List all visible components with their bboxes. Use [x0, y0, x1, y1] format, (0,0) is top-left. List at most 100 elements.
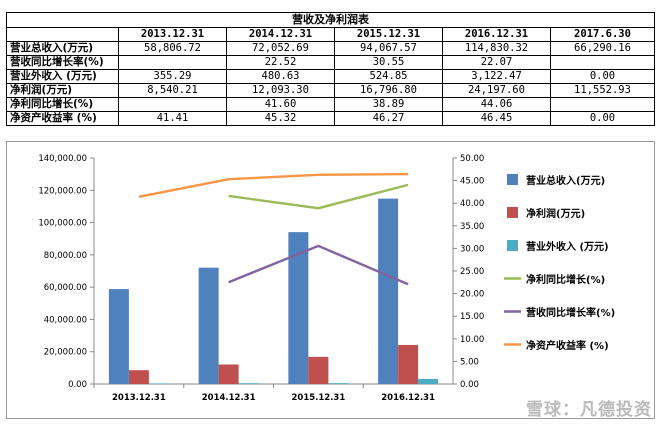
row-label: 净资产收益率 (%): [6, 111, 119, 126]
left-tick-label: 120,000.00: [38, 186, 87, 196]
header-cell: 2015.12.31: [334, 27, 443, 42]
row-label: 净利润(万元): [6, 83, 119, 98]
left-tick-label: 60,000.00: [44, 283, 87, 293]
bar: [218, 364, 239, 384]
legend-label: 净利同比增长(%): [526, 273, 605, 286]
table-cell: 480.63: [226, 69, 335, 84]
row-label: 营业总收入(万元): [6, 41, 119, 56]
bar: [238, 383, 259, 384]
header-cell: 2016.12.31: [442, 27, 551, 42]
table-cell: 0.00: [550, 111, 655, 126]
table-cell: 8,540.21: [118, 83, 227, 98]
table-row: 净利润(万元) 8,540.21 12,093.30 16,796.80 24,…: [6, 83, 655, 98]
right-tick-label: 15.00: [460, 312, 484, 322]
right-tick-label: 20.00: [460, 290, 484, 300]
table-cell: 38.89: [334, 97, 443, 112]
legend-label: 营业外收入 (万元): [526, 240, 609, 253]
table-cell: 41.41: [118, 111, 227, 126]
bar: [288, 232, 309, 384]
right-tick-label: 40.00: [460, 199, 484, 209]
bar: [398, 344, 419, 384]
right-tick-label: 45.00: [460, 177, 484, 187]
table-cell: 0.00: [550, 69, 655, 84]
table-cell: 58,806.72: [118, 41, 227, 56]
legend-swatch: [507, 207, 518, 218]
left-tick-label: 100,000.00: [38, 219, 87, 229]
table-cell: [118, 97, 227, 112]
table-cell: 114,830.32: [442, 41, 551, 56]
table-title: 营收及净利润表: [6, 12, 655, 27]
header-cell: 2013.12.31: [118, 27, 227, 42]
chart-frame: 0.00 20,000.00 40,000.00 60,000.00 80,000.00…: [6, 141, 655, 419]
table-cell: 72,052.69: [226, 41, 335, 56]
x-category-label: 2014.12.31: [202, 393, 256, 403]
table-row: 营业总收入(万元) 58,806.72 72,052.69 94,067.57 …: [6, 41, 655, 56]
table-cell: 355.29: [118, 69, 227, 84]
legend-label: 营收同比增长率(%): [526, 306, 615, 319]
bar: [128, 370, 149, 384]
table-cell: 524.85: [334, 69, 443, 84]
bar: [418, 378, 439, 384]
table-cell: 44.06: [442, 97, 551, 112]
table-cell: 66,290.16: [550, 41, 655, 56]
header-cell-corner: [6, 27, 119, 42]
table-cell: 3,122.47: [442, 69, 551, 84]
row-label: 营业外收入 (万元): [6, 69, 119, 84]
table-cell: 45.32: [226, 111, 335, 126]
table-row: 净资产收益率 (%) 41.41 45.32 46.27 46.45 0.00: [6, 111, 655, 126]
legend-swatch: [507, 174, 518, 185]
left-tick-label: 20,000.00: [44, 348, 87, 358]
table-cell: 16,796.80: [334, 83, 443, 98]
combo-chart: 0.00 20,000.00 40,000.00 60,000.00 80,000.00…: [38, 154, 615, 403]
watermark: 雪球：凡德投资: [526, 400, 652, 420]
table-header-row: 2013.12.31 2014.12.31 2015.12.31 2016.12…: [6, 27, 655, 42]
table-cell: 94,067.57: [334, 41, 443, 56]
x-category-label: 2013.12.31: [112, 393, 166, 403]
table-cell: 12,093.30: [226, 83, 335, 98]
legend-label: 净利润(万元): [526, 207, 585, 220]
right-tick-label: 10.00: [460, 335, 484, 345]
table-cell: 22.52: [226, 55, 335, 70]
x-category-label: 2015.12.31: [291, 393, 345, 403]
bar: [198, 267, 219, 384]
table-cell: 30.55: [334, 55, 443, 70]
series-line: [138, 172, 409, 199]
legend-label: 净资产收益率 (%): [526, 339, 609, 352]
table-row: 净利同比增长(%) 41.60 38.89 44.06: [6, 97, 655, 112]
series-line: [228, 244, 409, 286]
bar: [148, 383, 169, 384]
right-tick-label: 35.00: [460, 222, 484, 232]
table-cell: 41.60: [226, 97, 335, 112]
bar: [328, 383, 349, 384]
legend-label: 营业总收入(万元): [526, 174, 605, 187]
table-row: 营业外收入 (万元) 355.29 480.63 524.85 3,122.47…: [6, 69, 655, 84]
left-tick-label: 40,000.00: [44, 315, 87, 325]
table-cell: 22.07: [442, 55, 551, 70]
bar: [108, 289, 129, 384]
right-tick-label: 25.00: [460, 267, 484, 277]
financial-table: 营收及净利润表 2013.12.31 2014.12.31 2015.12.31…: [6, 12, 655, 126]
left-tick-label: 0.00: [68, 380, 87, 390]
bar: [308, 356, 329, 384]
table-cell: [118, 55, 227, 70]
right-tick-label: 50.00: [460, 154, 484, 164]
bar: [378, 198, 399, 384]
left-tick-label: 140,000.00: [38, 154, 87, 164]
table-row: 营收同比增长率(%) 22.52 30.55 22.07: [6, 55, 655, 70]
left-tick-label: 80,000.00: [44, 251, 87, 261]
table-cell: [550, 97, 655, 112]
table-cell: [550, 55, 655, 70]
header-cell: 2014.12.31: [226, 27, 335, 42]
table-cell: 24,197.60: [442, 83, 551, 98]
row-label: 营收同比增长率(%): [6, 55, 119, 70]
table-cell: 46.45: [442, 111, 551, 126]
table-cell: 11,552.93: [550, 83, 655, 98]
right-tick-label: 0.00: [460, 380, 479, 390]
legend-swatch: [507, 240, 518, 251]
table-cell: 46.27: [334, 111, 443, 126]
x-category-label: 2016.12.31: [381, 393, 435, 403]
series-line: [228, 183, 409, 210]
right-tick-label: 30.00: [460, 244, 484, 254]
row-label: 净利同比增长(%): [6, 97, 119, 112]
header-cell: 2017.6.30: [550, 27, 655, 42]
